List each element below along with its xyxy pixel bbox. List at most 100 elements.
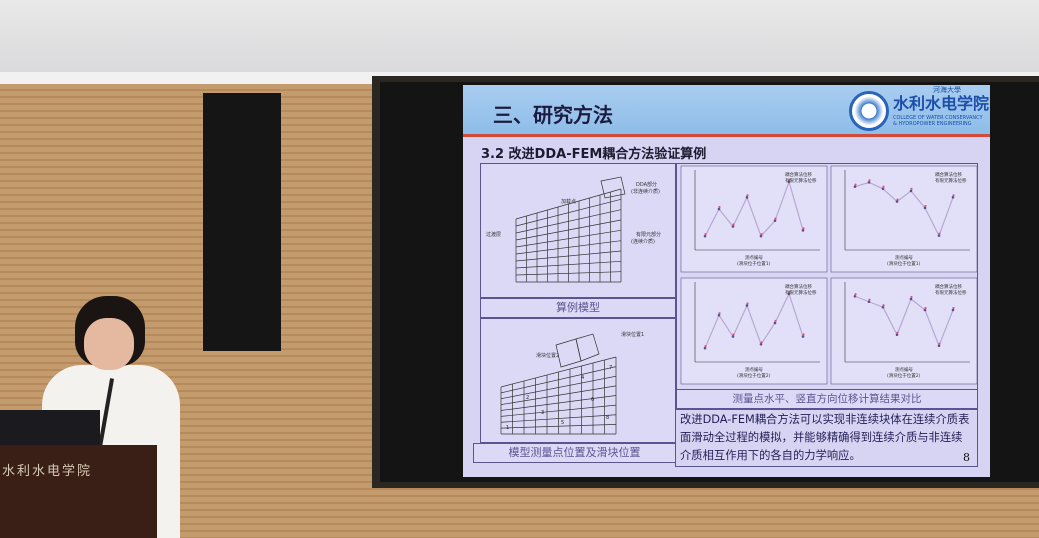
university-name: 河海大學 [933, 86, 961, 94]
data-point [788, 290, 791, 293]
label-fem: 有限元部分 [636, 232, 662, 238]
legend-entry: 耦合算法位移 [935, 283, 962, 290]
data-point [717, 313, 721, 317]
model-mesh [515, 176, 626, 283]
data-point [896, 198, 899, 201]
data-point [718, 205, 721, 209]
series-line [854, 181, 954, 238]
series-line [704, 179, 804, 238]
model-figure: DDA部分 (非连续介质) 加载点 过渡层 有限元部分 (连续介质) [480, 163, 676, 298]
data-point [854, 183, 857, 186]
model-caption: 算例模型 [480, 298, 676, 318]
data-point [909, 189, 913, 193]
data-point [802, 227, 805, 230]
x-axis-label: 测点编号 [895, 366, 913, 373]
data-point [924, 306, 927, 310]
data-point [731, 225, 735, 228]
legend-entry: 耦合算法位移 [935, 171, 962, 178]
chart-subtitle: (滑块位于位置1) [887, 260, 921, 267]
data-point [774, 217, 777, 220]
ceiling [0, 0, 1039, 80]
legend-entry: 有限元算法位移 [935, 289, 967, 296]
positions-caption: 模型测量点位置及滑块位置 [473, 443, 676, 463]
data-point [923, 308, 927, 312]
measure-point-label: 4 [581, 375, 584, 381]
laptop [0, 410, 100, 446]
x-axis-label: 测点编号 [745, 366, 763, 373]
mesh-line [500, 395, 617, 411]
mesh-line [515, 271, 622, 276]
data-point [703, 346, 707, 350]
school-name-en: COLLEGE OF WATER CONSERVANCY & HYDROPOWE… [893, 115, 983, 127]
measure-point-label: 6 [591, 397, 594, 403]
series-line [854, 295, 954, 348]
mesh-line [515, 229, 622, 248]
data-point [938, 232, 941, 235]
label-dda: DDA部分 [636, 182, 658, 188]
data-point [853, 294, 857, 298]
data-point [951, 195, 955, 199]
legend-entry: 耦合算法位移 [785, 283, 812, 290]
label-slider-position-2: 滑块位置2 [536, 353, 560, 359]
data-point [759, 234, 763, 238]
mesh-line [500, 424, 617, 429]
dark-panel [203, 93, 281, 351]
x-axis-label: 测点编号 [895, 254, 913, 261]
school-logo-icon [849, 91, 889, 131]
slide-subtitle: 3.2 改进DDA-FEM耦合方法验证算例 [481, 147, 707, 162]
data-point [718, 312, 721, 315]
data-point [731, 335, 735, 338]
data-point [882, 304, 885, 307]
chart-subtitle: (滑块位于位置2) [737, 372, 771, 379]
data-point [760, 233, 763, 236]
legend-entry: 有限元算法位移 [785, 289, 817, 296]
data-point [896, 331, 899, 334]
data-point [787, 180, 791, 184]
page-number: 8 [963, 451, 970, 464]
data-point [703, 234, 707, 238]
data-point [746, 194, 749, 197]
data-point [732, 223, 735, 226]
mesh-line [500, 404, 617, 417]
mesh-line [515, 188, 622, 220]
data-point [760, 341, 763, 344]
mesh-line [500, 356, 617, 388]
data-point [717, 207, 721, 211]
label-transition: 过渡层 [486, 232, 502, 238]
label-fem-sub: (连续介质) [631, 239, 655, 245]
data-point [952, 194, 955, 197]
series-line [704, 292, 804, 349]
measure-point-label: 3 [541, 410, 544, 416]
legend-entry: 耦合算法位移 [785, 171, 812, 178]
slide-body-text: 改进DDA-FEM耦合方法可以实现非连续块体在连续介质表面滑动全过程的模拟，并能… [675, 409, 978, 467]
data-point [787, 292, 791, 296]
data-point [853, 185, 857, 188]
measure-point-label: 5 [561, 420, 564, 426]
chart-subtitle: (滑块位于位置1) [737, 260, 771, 267]
mesh-line [500, 375, 617, 400]
measure-point-label: 7 [609, 365, 612, 371]
data-point [937, 344, 941, 348]
data-point [867, 300, 871, 304]
positions-figure: 1 2 3 4 5 6 7 8 滑块位置1 滑块位置2 [480, 318, 676, 443]
data-point [881, 305, 885, 309]
data-point [923, 206, 927, 210]
mesh-line [515, 198, 622, 227]
measure-point-label: 8 [606, 415, 609, 421]
presenter-face [84, 318, 134, 370]
data-point [801, 335, 805, 338]
data-point [881, 187, 885, 191]
mesh-line [515, 250, 622, 262]
label-dda-sub: (非连续介质) [631, 189, 660, 195]
label-load-point: 加载点 [561, 199, 577, 205]
data-point [909, 297, 913, 301]
data-point [732, 333, 735, 336]
data-point [759, 342, 763, 346]
data-point [801, 229, 805, 232]
charts-area: 耦合算法位移 有限元算法位移 测点编号 (滑块位于位置1) 耦合算法位移 有限元算法位移测… [676, 163, 978, 395]
mesh-line [500, 414, 617, 423]
slide-header: 三、研究方法 河海大學 水利水电学院 COLLEGE OF WATER CONS… [463, 85, 990, 137]
charts-caption: 测量点水平、竖直方向位移计算结果对比 [676, 389, 978, 409]
data-point [952, 306, 955, 310]
mesh-line [515, 260, 622, 269]
